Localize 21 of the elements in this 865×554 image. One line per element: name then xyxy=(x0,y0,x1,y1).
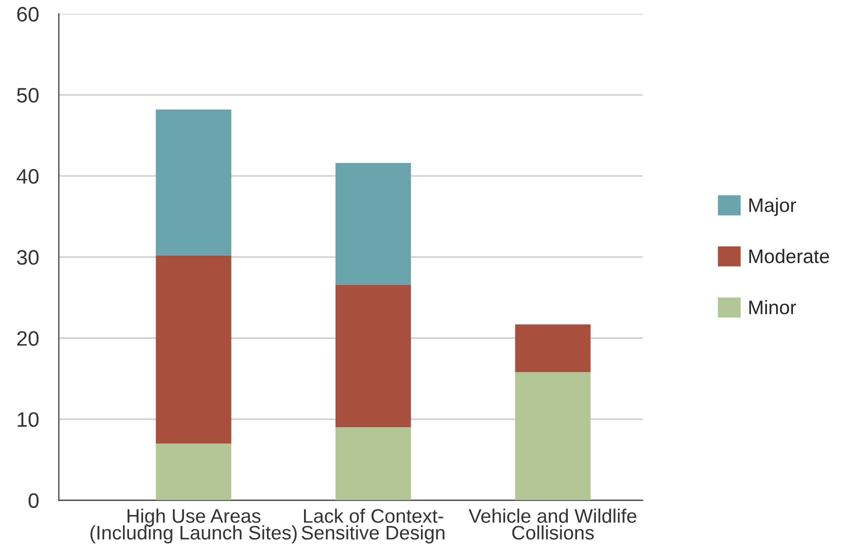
x-tick-label: High Use Areas (Including Launch Sites) xyxy=(90,508,297,544)
x-tick-label: Vehicle and Wildlife Collisions xyxy=(468,508,636,540)
y-tick-label: 30 xyxy=(17,250,39,265)
bar xyxy=(515,372,591,500)
bar xyxy=(515,324,591,372)
y-tick-label: 40 xyxy=(16,168,39,184)
y-tick-label: 60 xyxy=(17,6,39,22)
bar xyxy=(335,284,411,428)
bar xyxy=(335,163,411,285)
bar xyxy=(156,444,232,500)
y-tick-label: 50 xyxy=(17,88,39,103)
bar xyxy=(156,110,232,256)
legend-label: Moderate xyxy=(749,248,830,264)
x-tick-label: Lack of Context- Sensitive Design xyxy=(302,508,444,544)
y-tick-label: 10 xyxy=(18,412,39,427)
y-tick-label: 0 xyxy=(28,493,39,508)
legend-label: Major xyxy=(749,198,796,216)
y-tick-label: 20 xyxy=(17,331,39,346)
legend-label: Minor xyxy=(749,300,796,314)
bar xyxy=(335,427,411,500)
bar xyxy=(156,255,232,444)
